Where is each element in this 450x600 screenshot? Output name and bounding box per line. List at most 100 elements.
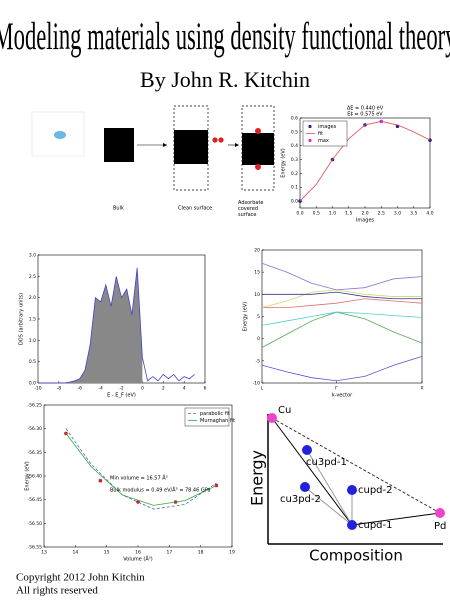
x-tick-label: -2 [119, 386, 124, 392]
chart: L Γ X -10 -5 0 5 10 15 20 k-vector Energy (eV) [243, 248, 424, 399]
x-tick-label: Γ [335, 386, 338, 392]
node [347, 520, 357, 530]
node-label: cu3pd-2 [280, 494, 321, 505]
adsorbate [212, 137, 218, 143]
legend-swatch [308, 124, 312, 129]
data-point [379, 119, 384, 124]
node [300, 482, 310, 492]
x-tick-label: 2.0 [361, 211, 368, 217]
x-tick-label: -6 [78, 386, 83, 392]
y-tick-label: 0.3 [291, 157, 298, 163]
series-line [299, 121, 431, 202]
annotation: Min volume = 16.57 Å³ [110, 475, 168, 482]
x-axis-label: k-vector [332, 393, 353, 399]
y-tick-label: 1.0 [29, 338, 36, 344]
x-tick-label: -4 [98, 386, 103, 392]
node-label: cu3pd-1 [306, 457, 347, 468]
x-tick-label: 1.0 [329, 211, 336, 217]
series-line [261, 311, 423, 326]
x-tick-label: -8 [57, 386, 62, 392]
legend-label: max [318, 138, 329, 144]
axis-label: Energy [248, 450, 267, 506]
y-axis-label: Energy (eV) [243, 302, 249, 332]
y-tick-label: 0.1 [291, 185, 298, 191]
node [267, 413, 277, 423]
plot-area [43, 404, 233, 548]
x-tick-label: 3.0 [394, 211, 401, 217]
y-tick-label: -56.25 [27, 403, 42, 409]
x-axis-label: Images [356, 218, 375, 224]
x-tick-label: 0.0 [296, 211, 303, 217]
node [302, 445, 312, 455]
bulk-block [104, 128, 134, 162]
x-tick-label: 15 [104, 550, 110, 556]
y-tick-label: 0 [257, 336, 260, 342]
x-tick-label: 14 [72, 550, 78, 556]
y-tick-label: -56.45 [27, 497, 42, 503]
slab [174, 130, 208, 164]
y-tick-label: 2.0 [29, 295, 36, 301]
legend-box [184, 407, 230, 427]
x-tick-label: -10 [34, 386, 41, 392]
workflow-diagram: Bulk Clean surface Adsorbate covered sur… [31, 105, 275, 218]
x-tick-label: 19 [229, 550, 235, 556]
series-line [65, 428, 217, 510]
y-tick-label: 0.4 [291, 143, 298, 149]
y-tick-label: 10 [254, 292, 260, 298]
y-tick-label: -56.30 [27, 426, 42, 432]
hull-line [351, 512, 441, 526]
x-tick-label: 0.5 [313, 211, 320, 217]
legend-label: images [318, 124, 337, 130]
hull-diagram: Cu cu3pd-1 cu3pd-2 cupd-2 cupd-1 Pd Ener… [248, 405, 447, 565]
y-tick-label: 0.2 [291, 171, 298, 177]
y-tick-label: 2.5 [29, 274, 36, 280]
legend-label: fit [318, 131, 323, 137]
y-tick-label: -56.40 [27, 474, 42, 480]
annotation: Bulk modulus = 0.49 eV/Å³ = 78.46 GPa [110, 487, 211, 494]
y-tick-label: -10 [253, 381, 260, 387]
data-point [136, 500, 140, 504]
tie-line [306, 449, 353, 526]
chart: 13 14 15 16 17 18 19 -56.55 -56.50 -56.45 -56.40 -5… [25, 403, 235, 563]
title: Modeling materials using density functio… [0, 15, 450, 58]
x-tick-label: X [420, 386, 423, 392]
chart: -10 -8 -6 -4 -2 0 2 4 6 0.0 0.5 1.0 1.5 2.0 2.5 3.0 E - … [19, 253, 207, 399]
x-tick-label: 2.5 [378, 211, 385, 217]
x-tick-label: 0 [141, 386, 144, 392]
legend-label: Murnaghan fit [200, 418, 235, 424]
node [347, 485, 357, 495]
copyright: All rights reserved [16, 585, 98, 597]
y-tick-label: 5 [257, 314, 260, 320]
diagram-label: Clean surface [178, 206, 212, 212]
series-line [38, 267, 195, 384]
hull-dashed [271, 417, 441, 514]
diagram-label: Bulk [113, 206, 124, 212]
diagram-label-box: Adsorbate covered surface [238, 200, 264, 218]
node [435, 508, 445, 518]
series-line [65, 433, 217, 506]
x-tick-label: 18 [198, 550, 204, 556]
x-tick-label: 16 [135, 550, 141, 556]
chart-title: ΔE = 0.440 eV [347, 106, 384, 112]
x-tick-label: 3.5 [410, 211, 417, 217]
series-line [261, 262, 423, 291]
occupied-states-fill [38, 267, 143, 383]
x-tick-label: 6 [204, 386, 207, 392]
y-tick-label: 0.5 [291, 129, 298, 135]
molecule-box [31, 111, 85, 157]
y-tick-label: 0.5 [29, 359, 36, 365]
legend-swatch [308, 138, 312, 143]
node-label: Pd [434, 521, 446, 532]
y-tick-label: 0.6 [291, 116, 298, 122]
data-point [98, 478, 103, 483]
series-line [262, 298, 423, 309]
node-label: Cu [278, 405, 291, 416]
series-line [262, 291, 422, 300]
chart-title: E‡ = 0.575 eV [347, 112, 383, 118]
y-tick-label: 3.0 [29, 253, 36, 259]
adsorbate [218, 137, 224, 143]
x-axis-label: Volume (Å³) [123, 556, 153, 563]
x-tick-label: L [261, 386, 264, 392]
node-label: cupd-2 [358, 485, 393, 496]
